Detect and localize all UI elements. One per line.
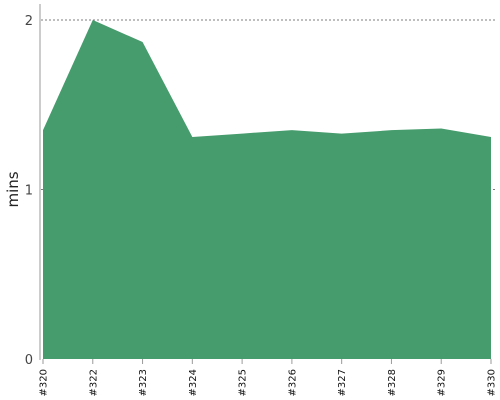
x-tick-label: #330 [487,369,498,396]
x-tick-label: #329 [437,369,448,396]
y-tick-label: 2 [25,14,33,29]
area-series [43,20,491,359]
axis-layer [39,4,492,364]
x-tick-label: #324 [188,369,199,396]
x-tick-label: #322 [88,369,99,396]
y-tick-label: 1 [25,184,33,199]
x-tick-label: #328 [387,369,398,396]
x-tick-label: #320 [39,369,50,396]
x-tick-label: #325 [238,369,249,396]
x-tick-label: #326 [287,369,298,396]
area-layer [43,20,491,359]
y-axis-label: mins [4,171,22,207]
x-tick-label: #327 [337,369,348,396]
label-layer: mins 0 1 2 #320 #322 #323 #324 #325 #326 #327 #328… [4,14,498,396]
x-tick-label: #323 [138,369,149,396]
y-tick-label: 0 [25,353,33,368]
